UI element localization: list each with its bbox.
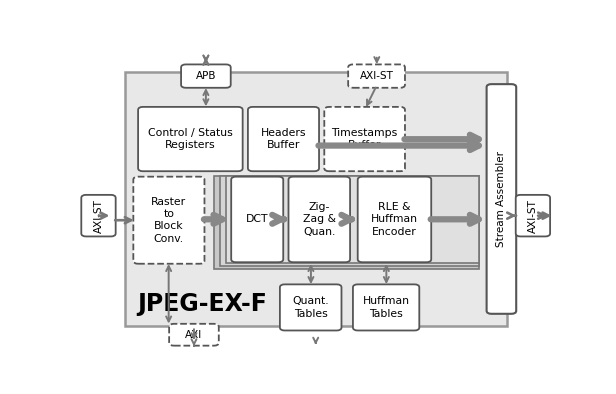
FancyBboxPatch shape: [348, 65, 405, 88]
Text: Control / Status
Registers: Control / Status Registers: [148, 128, 233, 150]
Bar: [221, 176, 479, 266]
Bar: [227, 176, 479, 263]
Text: Headers
Buffer: Headers Buffer: [261, 128, 306, 150]
FancyBboxPatch shape: [138, 107, 243, 171]
FancyBboxPatch shape: [169, 324, 219, 346]
FancyBboxPatch shape: [231, 177, 283, 262]
Bar: [214, 176, 479, 269]
Text: Quant.
Tables: Quant. Tables: [293, 296, 329, 319]
FancyBboxPatch shape: [181, 65, 231, 88]
FancyBboxPatch shape: [280, 284, 341, 331]
FancyBboxPatch shape: [288, 177, 350, 262]
FancyBboxPatch shape: [487, 84, 516, 314]
Text: Stream Assembler: Stream Assembler: [496, 151, 506, 247]
FancyBboxPatch shape: [516, 195, 550, 236]
Text: RLE &
Huffman
Encoder: RLE & Huffman Encoder: [371, 202, 418, 237]
Text: Zig-
Zag &
Quan.: Zig- Zag & Quan.: [303, 202, 336, 237]
Text: AXI-ST: AXI-ST: [94, 199, 103, 232]
Bar: [125, 72, 507, 326]
FancyBboxPatch shape: [133, 177, 205, 264]
Text: DCT: DCT: [246, 214, 269, 225]
Text: AXI-ST: AXI-ST: [360, 71, 394, 81]
Text: JPEG-EX-F: JPEG-EX-F: [137, 292, 267, 316]
FancyBboxPatch shape: [358, 177, 431, 262]
Text: Huffman
Tables: Huffman Tables: [363, 296, 410, 319]
Text: Timestamps
Buffer: Timestamps Buffer: [331, 128, 398, 150]
Text: AXI-ST: AXI-ST: [528, 199, 538, 232]
FancyBboxPatch shape: [248, 107, 319, 171]
FancyBboxPatch shape: [353, 284, 419, 331]
FancyBboxPatch shape: [81, 195, 116, 236]
Text: Raster
to
Block
Conv.: Raster to Block Conv.: [152, 197, 187, 244]
Text: APB: APB: [196, 71, 216, 81]
Text: AXI: AXI: [185, 330, 203, 340]
FancyBboxPatch shape: [324, 107, 405, 171]
